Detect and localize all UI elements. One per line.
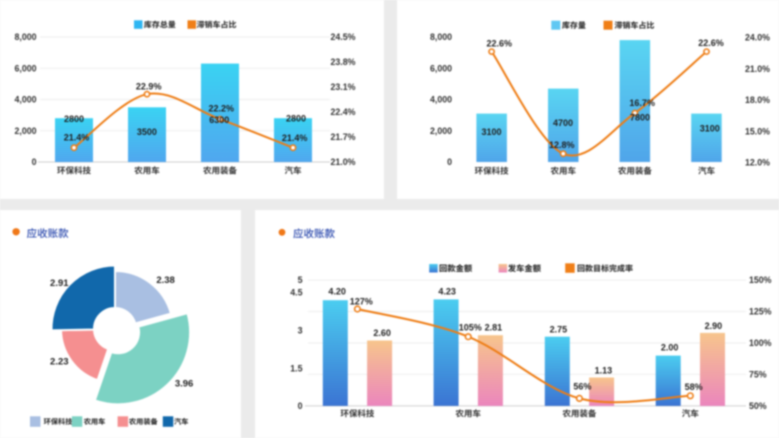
svg-text:8,000: 8,000 bbox=[14, 32, 36, 42]
svg-text:6,000: 6,000 bbox=[14, 63, 36, 73]
svg-text:6300: 6300 bbox=[209, 115, 229, 125]
svg-text:1.5: 1.5 bbox=[290, 363, 302, 373]
svg-text:2.75: 2.75 bbox=[550, 325, 568, 335]
svg-text:2.91: 2.91 bbox=[50, 278, 69, 289]
svg-text:0: 0 bbox=[32, 157, 37, 167]
svg-text:2.38: 2.38 bbox=[156, 275, 175, 286]
svg-text:0: 0 bbox=[447, 157, 452, 167]
svg-text:22.6%: 22.6% bbox=[487, 39, 513, 49]
svg-text:4,000: 4,000 bbox=[430, 95, 452, 105]
svg-text:100%: 100% bbox=[749, 338, 772, 348]
svg-text:105%: 105% bbox=[459, 323, 482, 333]
svg-text:56%: 56% bbox=[573, 382, 591, 392]
svg-text:1.13: 1.13 bbox=[595, 366, 613, 376]
svg-text:125%: 125% bbox=[749, 307, 772, 317]
svg-text:2.60: 2.60 bbox=[373, 328, 391, 338]
svg-text:21.7%: 21.7% bbox=[331, 132, 356, 142]
svg-text:150%: 150% bbox=[749, 275, 772, 285]
svg-text:21.0%: 21.0% bbox=[331, 157, 356, 167]
svg-text:24.5%: 24.5% bbox=[331, 32, 356, 42]
svg-text:4.20: 4.20 bbox=[328, 287, 346, 297]
svg-text:2,000: 2,000 bbox=[14, 126, 36, 136]
svg-text:6,000: 6,000 bbox=[430, 63, 452, 73]
svg-text:4.23: 4.23 bbox=[438, 287, 456, 297]
svg-text:3.96: 3.96 bbox=[175, 379, 194, 390]
svg-text:12.8%: 12.8% bbox=[549, 140, 575, 150]
svg-text:2.00: 2.00 bbox=[661, 342, 679, 352]
svg-text:24.0%: 24.0% bbox=[745, 33, 770, 43]
svg-text:23.8%: 23.8% bbox=[331, 57, 356, 67]
svg-text:2800: 2800 bbox=[286, 113, 306, 123]
svg-text:4.5: 4.5 bbox=[290, 288, 302, 298]
svg-text:22.6%: 22.6% bbox=[698, 38, 724, 48]
svg-text:21.4%: 21.4% bbox=[64, 132, 90, 142]
svg-text:23.1%: 23.1% bbox=[331, 82, 356, 92]
svg-text:2.23: 2.23 bbox=[50, 356, 69, 367]
svg-text:21.4%: 21.4% bbox=[282, 133, 308, 143]
svg-text:21.0%: 21.0% bbox=[745, 64, 770, 74]
svg-text:3500: 3500 bbox=[137, 127, 157, 137]
svg-text:75%: 75% bbox=[749, 370, 767, 380]
svg-text:2.81: 2.81 bbox=[485, 323, 503, 333]
svg-text:58%: 58% bbox=[685, 382, 703, 392]
svg-text:8,000: 8,000 bbox=[430, 32, 452, 42]
svg-text:22.2%: 22.2% bbox=[209, 104, 235, 114]
svg-text:15.0%: 15.0% bbox=[745, 126, 770, 136]
svg-text:5: 5 bbox=[298, 275, 303, 285]
svg-text:4,000: 4,000 bbox=[14, 95, 36, 105]
svg-text:22.9%: 22.9% bbox=[136, 81, 162, 91]
svg-text:3100: 3100 bbox=[481, 127, 501, 137]
svg-text:2800: 2800 bbox=[64, 114, 84, 124]
svg-text:18.0%: 18.0% bbox=[745, 95, 770, 105]
svg-text:127%: 127% bbox=[350, 297, 373, 307]
svg-text:12.0%: 12.0% bbox=[745, 158, 770, 168]
svg-text:3: 3 bbox=[298, 326, 303, 336]
svg-text:2.90: 2.90 bbox=[705, 321, 723, 331]
svg-text:4700: 4700 bbox=[553, 118, 573, 128]
svg-text:2,000: 2,000 bbox=[430, 126, 452, 136]
svg-text:3100: 3100 bbox=[700, 123, 720, 133]
svg-text:22.4%: 22.4% bbox=[331, 107, 356, 117]
svg-text:0: 0 bbox=[298, 401, 303, 411]
svg-text:50%: 50% bbox=[749, 401, 767, 411]
svg-text:7800: 7800 bbox=[630, 112, 650, 122]
svg-text:16.7%: 16.7% bbox=[629, 98, 655, 108]
